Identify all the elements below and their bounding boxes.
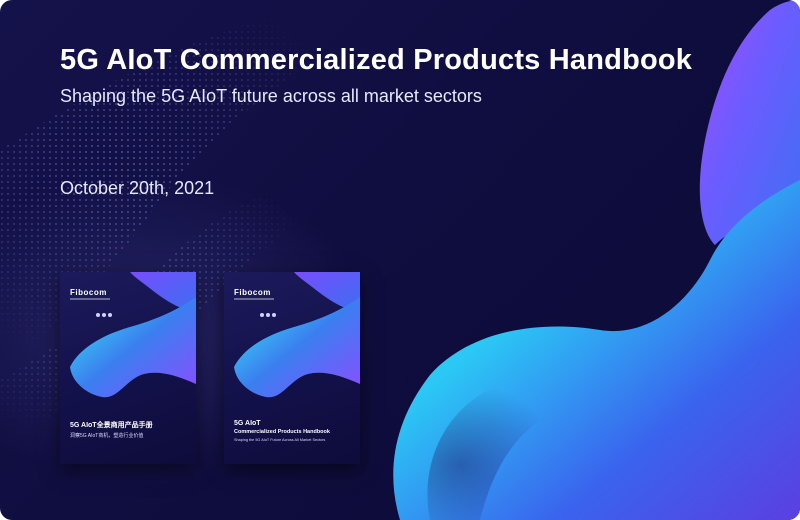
cover-blob-art xyxy=(234,272,360,398)
social-icons xyxy=(96,313,112,317)
cover-title-line2: Commercialized Products Handbook xyxy=(234,429,330,435)
event-date: October 20th, 2021 xyxy=(60,178,215,198)
social-icons xyxy=(260,313,276,317)
cover-title: 5G AIoT xyxy=(234,420,261,427)
cover-subtitle: 洞察5G AIoT商机，塑造行业价值 xyxy=(70,433,144,439)
page-title: 5G AIoT Commercialized Products Handbook xyxy=(60,44,693,76)
cover-blob-art xyxy=(70,272,196,398)
cover-subtitle: Shaping the 5G AIoT Future Across All Ma… xyxy=(234,438,326,442)
cover-title: 5G AIoT全景商用产品手册 xyxy=(70,422,153,429)
fibocom-logo: Fibocom xyxy=(234,288,271,297)
logo-tagline-bar xyxy=(70,298,110,300)
logo-tagline-bar xyxy=(234,298,274,300)
handbook-cover-english: Fibocom 5G AIoT Commercialized Products … xyxy=(224,272,360,464)
handbook-cover-chinese: Fibocom 5G AIoT全景商用产品手册 洞察5G AIoT商机，塑造行业… xyxy=(60,272,196,464)
fibocom-logo: Fibocom xyxy=(70,288,107,297)
page-subtitle: Shaping the 5G AIoT future across all ma… xyxy=(60,86,482,106)
